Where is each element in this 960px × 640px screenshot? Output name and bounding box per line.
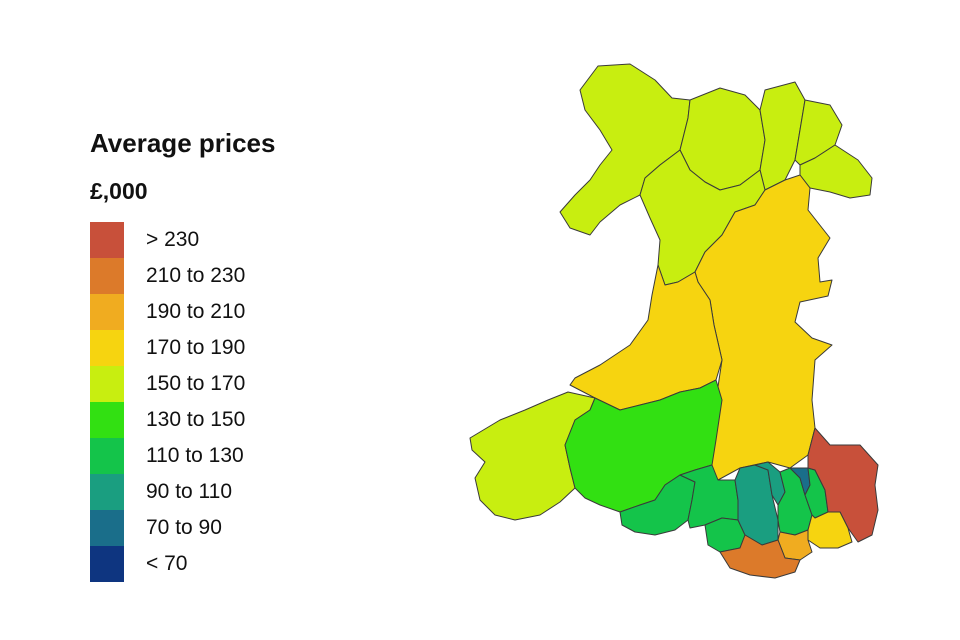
legend-items: > 230 210 to 230 190 to 210 170 to 190 150 t…	[90, 222, 275, 582]
legend-item: 190 to 210	[90, 294, 275, 330]
legend-label: 210 to 230	[146, 264, 246, 287]
legend-item: 130 to 150	[90, 402, 275, 438]
region-newport	[807, 511, 853, 549]
legend-item: 110 to 130	[90, 438, 275, 474]
region-rhondda-cynon-taf	[734, 464, 779, 546]
region-anglesey-gwynedd-north	[559, 63, 691, 236]
region-wrexham	[799, 144, 873, 199]
region-vale-of-glamorgan	[719, 534, 801, 579]
legend-item: 210 to 230	[90, 258, 275, 294]
legend-label: 110 to 130	[146, 444, 244, 467]
legend-swatch	[90, 366, 124, 402]
legend-unit: £,000	[90, 178, 148, 204]
region-monmouthshire	[807, 427, 879, 543]
legend-label: 170 to 190	[146, 336, 246, 359]
legend-swatch	[90, 474, 124, 510]
legend-item: < 70	[90, 546, 275, 582]
legend-title: Average prices	[90, 128, 276, 158]
legend-item: 150 to 170	[90, 366, 275, 402]
legend-swatch	[90, 222, 124, 258]
legend-label: 130 to 150	[146, 408, 246, 431]
legend-item: 90 to 110	[90, 474, 275, 510]
legend-item: 70 to 90	[90, 510, 275, 546]
legend-item: > 230	[90, 222, 275, 258]
legend-swatch	[90, 258, 124, 294]
legend-label: > 230	[146, 228, 200, 251]
legend-swatch	[90, 294, 124, 330]
legend-label: < 70	[146, 552, 188, 575]
legend-label: 70 to 90	[146, 516, 222, 539]
legend-item: 170 to 190	[90, 330, 275, 366]
legend-label: 90 to 110	[146, 480, 233, 503]
legend-swatch	[90, 402, 124, 438]
legend-swatch	[90, 546, 124, 582]
legend-swatch	[90, 438, 124, 474]
wales-map	[469, 63, 879, 579]
legend-swatch	[90, 330, 124, 366]
legend-swatch	[90, 510, 124, 546]
map-legend: Average prices £,000 > 230 210 to 230 190 …	[90, 128, 275, 582]
legend-label: 150 to 170	[146, 372, 246, 395]
region-denbighshire	[759, 81, 806, 191]
legend-label: 190 to 210	[146, 300, 246, 323]
